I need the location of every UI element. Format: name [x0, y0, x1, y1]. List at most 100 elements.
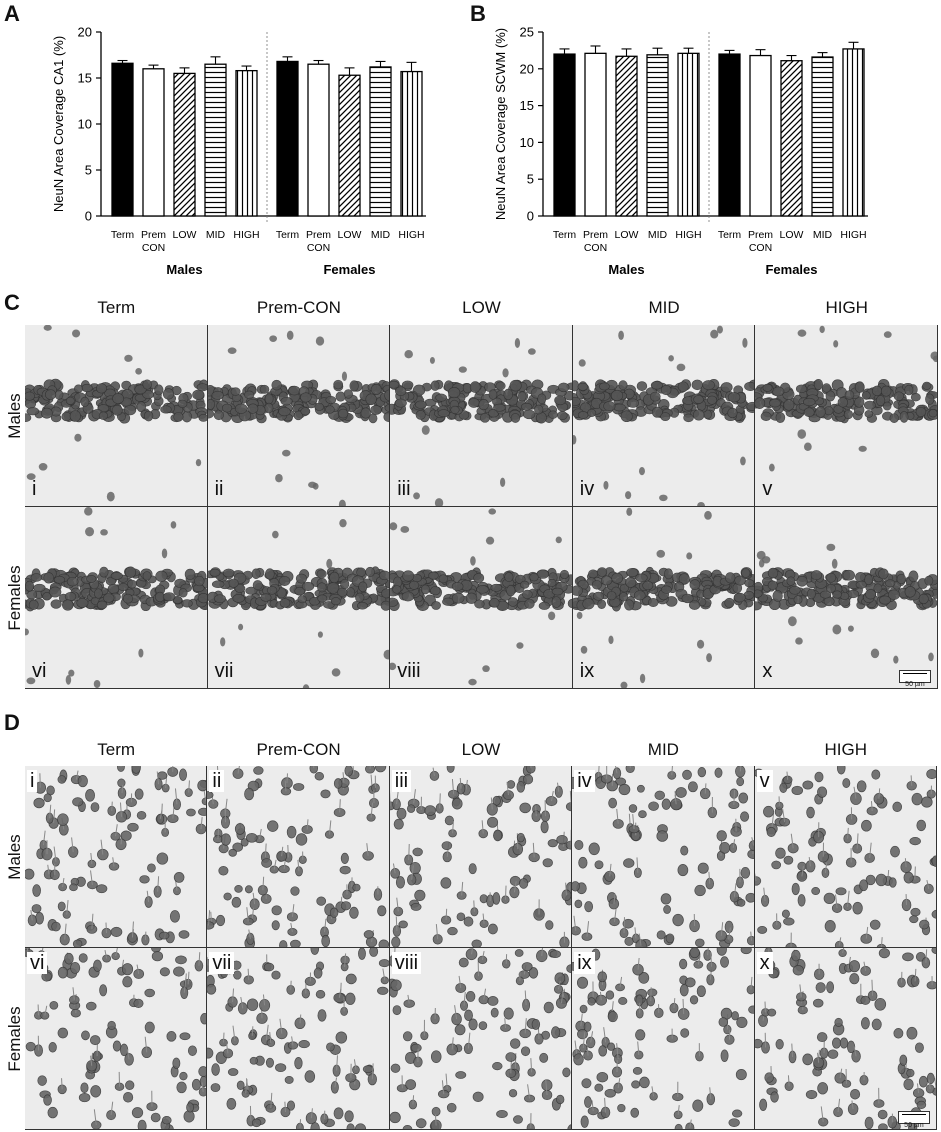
x-tick-label: CON	[749, 242, 772, 254]
bar	[646, 54, 669, 217]
column-header: HIGH	[825, 298, 868, 317]
row-label: Males	[4, 393, 24, 439]
tissue-texture	[389, 766, 572, 947]
y-tick-label: 5	[85, 163, 92, 178]
tissue-texture	[207, 518, 390, 688]
tissue-texture	[25, 507, 207, 688]
bar	[369, 66, 392, 217]
panel-letter-a: A	[4, 1, 20, 26]
tissue-texture	[389, 948, 572, 1129]
micrograph-tile: ix	[572, 948, 755, 1130]
tissue-texture	[754, 766, 936, 947]
image-numeral: iii	[391, 770, 412, 792]
tissue-texture	[390, 338, 572, 506]
x-tick-label: Term	[718, 229, 742, 241]
micrograph-tile: viii	[390, 507, 573, 689]
column-header: HIGH	[824, 740, 868, 759]
tissue-texture	[207, 330, 390, 506]
group-label: Males	[166, 262, 202, 277]
image-numeral: vi	[32, 660, 47, 682]
x-tick-label: LOW	[615, 229, 639, 241]
bar	[780, 60, 803, 217]
image-numeral: iii	[397, 478, 411, 500]
tissue-texture	[207, 766, 389, 947]
image-numeral: ix	[574, 952, 595, 974]
x-tick-label: LOW	[338, 229, 362, 241]
bar	[677, 52, 700, 217]
group-label: Males	[608, 262, 644, 277]
x-tick-label: Prem	[306, 229, 331, 241]
x-tick-label: HIGH	[233, 229, 259, 241]
image-numeral: viii	[391, 952, 422, 974]
image-numeral: vii	[214, 660, 234, 682]
image-numeral: i	[32, 478, 37, 500]
panel-letter-b: B	[470, 1, 486, 26]
x-tick-label: MID	[813, 229, 833, 241]
x-tick-label: Term	[276, 229, 300, 241]
column-header: LOW	[461, 740, 501, 759]
panel-letter-c: C	[4, 290, 20, 315]
micrograph-tile: x 50 µm	[755, 507, 938, 689]
tissue-texture	[572, 507, 755, 688]
group-label: Females	[765, 262, 817, 277]
x-tick-label: HIGH	[398, 229, 424, 241]
bar	[584, 52, 607, 217]
micrograph-tile: iv	[572, 766, 755, 948]
micrograph-tile: iii	[389, 766, 573, 948]
tissue-texture	[25, 766, 207, 947]
tissue-texture	[572, 948, 754, 1129]
x-tick-label: HIGH	[675, 229, 701, 241]
image-numeral: v	[756, 770, 773, 792]
image-numeral: i	[27, 770, 38, 792]
micrograph-tile: v	[755, 325, 938, 507]
micrograph-tile: i	[25, 766, 208, 948]
bar	[204, 63, 227, 217]
bar	[749, 54, 772, 217]
bar	[111, 62, 134, 217]
column-header: Term	[97, 298, 136, 317]
image-numeral: ii	[209, 770, 225, 792]
micrograph-tile: x 50 µm	[754, 948, 937, 1130]
bar	[276, 60, 299, 217]
column-header: MID	[647, 740, 679, 759]
image-numeral: iv	[579, 478, 595, 500]
x-tick-label: Prem	[748, 229, 773, 241]
image-numeral: x	[762, 660, 773, 682]
column-header: MID	[648, 298, 680, 317]
micrograph-tile: viii	[389, 948, 573, 1130]
bar	[307, 63, 330, 217]
y-tick-label: 0	[85, 209, 92, 224]
x-tick-label: CON	[584, 242, 607, 254]
bar	[842, 48, 865, 217]
image-numeral: ii	[214, 478, 224, 500]
tissue-texture	[25, 948, 207, 1129]
tissue-texture	[207, 948, 389, 1129]
bar	[235, 69, 258, 217]
bar	[173, 72, 196, 217]
y-tick-label: 5	[527, 172, 534, 187]
micrograph-tile: vi	[25, 507, 208, 689]
y-tick-label: 20	[78, 25, 92, 40]
image-numeral: x	[756, 952, 773, 974]
y-tick-label: 10	[78, 117, 92, 132]
micrograph-tile: iii	[390, 325, 573, 507]
image-numeral: ix	[579, 660, 595, 682]
image-numeral: vii	[209, 952, 235, 974]
x-tick-label: MID	[371, 229, 391, 241]
scale-bar: 50 µm	[897, 1111, 930, 1129]
x-tick-label: LOW	[173, 229, 197, 241]
image-numeral: viii	[397, 660, 421, 682]
micrograph-tile: v	[754, 766, 937, 948]
group-label: Females	[323, 262, 375, 277]
bar	[811, 56, 834, 217]
bar	[338, 74, 361, 217]
micrograph-tile: ix	[572, 507, 756, 689]
image-numeral: iv	[574, 770, 595, 792]
x-tick-label: MID	[648, 229, 668, 241]
y-tick-label: 15	[78, 71, 92, 86]
column-header: Term	[97, 740, 136, 759]
row-label: Males	[4, 834, 24, 880]
row-label: Females	[4, 1006, 24, 1072]
bar	[400, 70, 423, 217]
scale-bar: 50 µm	[898, 670, 931, 688]
